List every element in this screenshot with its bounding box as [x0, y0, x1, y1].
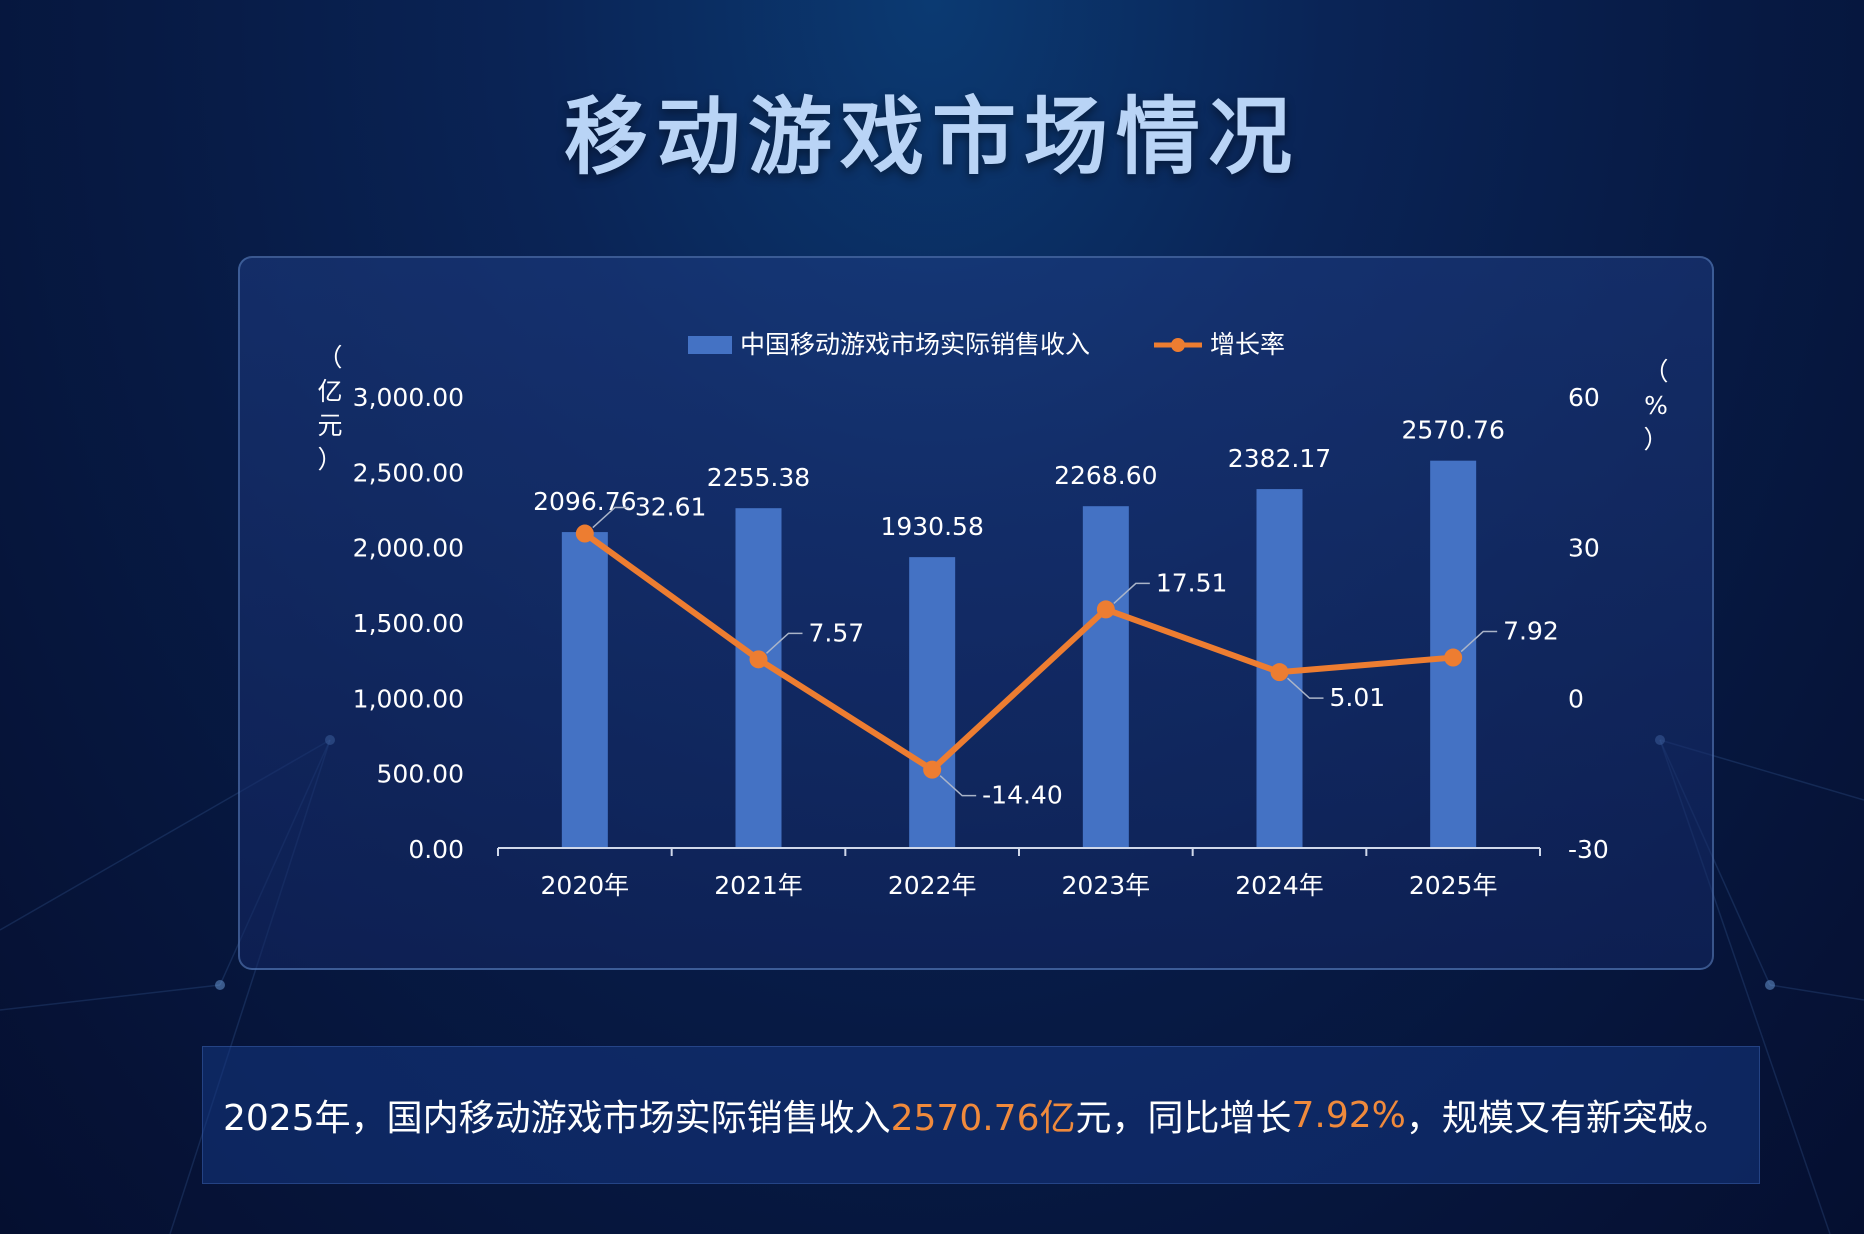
y-left-tick-label: 2,000.00 [353, 534, 464, 563]
y-left-tick-label: 1,500.00 [353, 609, 464, 638]
growth-label-leader [939, 775, 977, 797]
y-right-axis-label-char: % [1644, 391, 1668, 420]
y-right-tick-label: 60 [1568, 383, 1600, 412]
x-tick-label: 2021年 [714, 871, 803, 900]
legend-label-revenue: 中国移动游戏市场实际销售收入 [740, 330, 1090, 359]
y-right-tick-label: -30 [1568, 835, 1609, 864]
summary-text-2: 元，同比增长 [1075, 1098, 1292, 1139]
bar-revenue [561, 532, 608, 848]
growth-point [1270, 663, 1289, 682]
y-left-tick-label: 0.00 [408, 835, 464, 864]
growth-label-leader [1113, 582, 1150, 604]
y-left-axis-label-char: 亿 [317, 377, 342, 406]
y-left-axis-label-char: 元 [317, 411, 342, 440]
x-tick-label: 2023年 [1062, 871, 1151, 900]
growth-data-label: -14.40 [982, 781, 1063, 810]
growth-data-label: 32.61 [635, 493, 707, 522]
growth-data-label: 7.57 [809, 618, 865, 647]
growth-data-label: 5.01 [1330, 683, 1386, 712]
bar-data-label: 2382.17 [1228, 444, 1331, 473]
bar-data-label: 2096.76 [533, 487, 636, 516]
x-tick-label: 2025年 [1409, 871, 1498, 900]
bar-revenue [735, 508, 782, 848]
growth-point [575, 524, 594, 543]
growth-data-label: 17.51 [1156, 568, 1228, 597]
summary-text-3: ，规模又有新突破。 [1405, 1098, 1730, 1139]
y-right-tick-label: 0 [1568, 684, 1584, 713]
legend-label-growth: 增长率 [1210, 330, 1285, 359]
growth-line [583, 531, 1454, 773]
bar-data-label: 2570.76 [1401, 416, 1504, 445]
combo-chart: 中国移动游戏市场实际销售收入 增长率 0.00 500.00 1,000.00 1,500… [317, 330, 1668, 900]
y-right-tick-label: 30 [1568, 534, 1600, 563]
bar-revenue [1082, 506, 1129, 848]
summary-highlight-revenue: 2570.76亿 [890, 1098, 1076, 1139]
growth-point [749, 650, 768, 669]
growth-point [1444, 648, 1463, 667]
x-tick-label: 2020年 [541, 871, 630, 900]
y-right-axis-label-char: ） [1643, 425, 1668, 454]
summary-highlight-growth: 7.92% [1291, 1094, 1406, 1136]
y-left-axis-label-char: （ [317, 343, 342, 372]
legend-swatch-revenue [688, 336, 732, 354]
growth-label-leader [1460, 630, 1498, 653]
growth-label-leader [592, 506, 629, 529]
bar-data-label: 2268.60 [1054, 461, 1157, 490]
summary-banner: 2025年，国内移动游戏市场实际销售收入 2570.76亿 元，同比增长 7.92%，… [202, 1046, 1760, 1184]
y-right-axis-label-char: （ [1643, 357, 1668, 386]
y-left-tick-label: 500.00 [377, 760, 464, 789]
x-tick-label: 2024年 [1235, 871, 1324, 900]
bar-data-label: 2255.38 [707, 463, 810, 492]
bar-data-label: 1930.58 [880, 512, 983, 541]
growth-data-label: 7.92 [1503, 617, 1559, 646]
legend-marker-growth [1171, 338, 1185, 352]
y-left-tick-label: 3,000.00 [353, 383, 464, 412]
bar-revenue [909, 557, 956, 848]
summary-text-1: 2025年，国内移动游戏市场实际销售收入 [223, 1098, 891, 1139]
growth-point [1096, 600, 1115, 619]
y-left-axis-label-char: ） [317, 445, 342, 474]
growth-label-leader [1286, 677, 1324, 699]
growth-point [923, 760, 942, 779]
y-left-tick-label: 2,500.00 [353, 458, 464, 487]
growth-label-leader [765, 632, 803, 654]
page-title: 移动游戏市场情况 [563, 88, 1300, 186]
y-left-tick-label: 1,000.00 [353, 684, 464, 713]
x-tick-label: 2022年 [888, 871, 977, 900]
